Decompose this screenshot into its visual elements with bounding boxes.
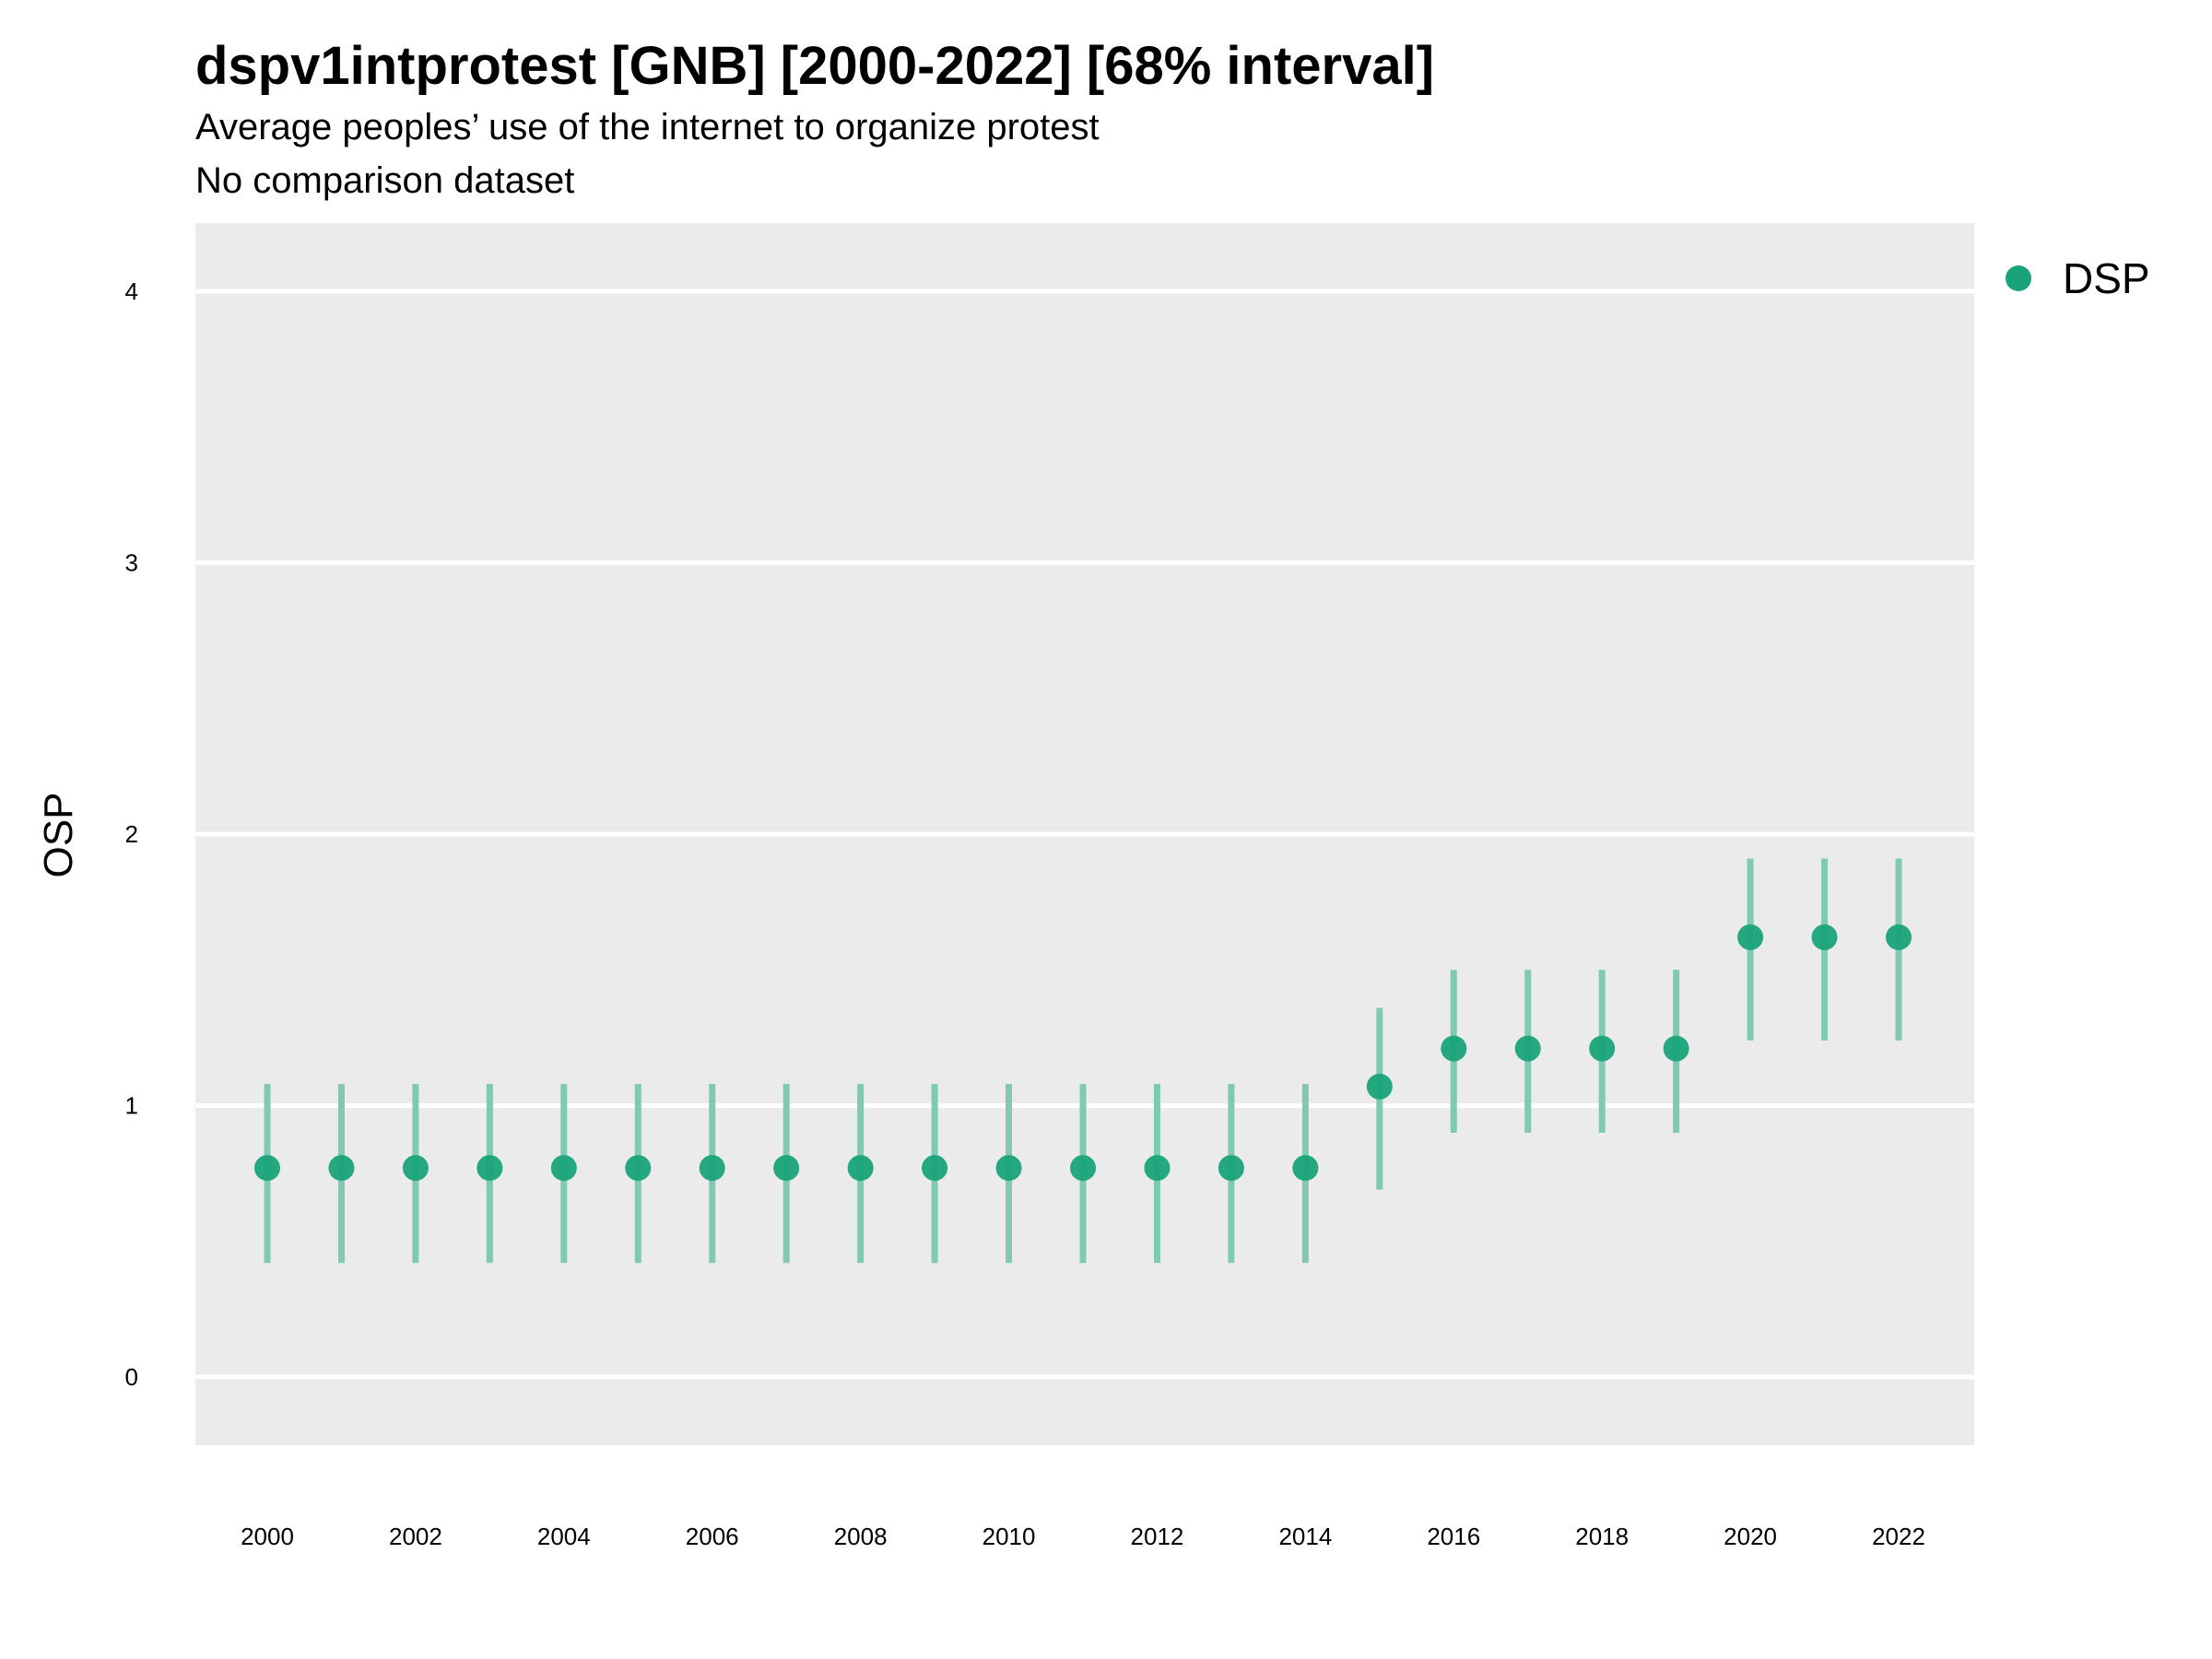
data-point-2022: [1886, 924, 1912, 950]
data-point-2014: [1292, 1155, 1319, 1182]
data-point-2009: [922, 1155, 948, 1182]
data-point-2017: [1514, 1035, 1541, 1062]
y-tick-label-4: 4: [125, 277, 138, 305]
x-tick-label-2000: 2000: [241, 1523, 294, 1550]
data-point-2015: [1366, 1073, 1393, 1100]
y-tick-label-2: 2: [125, 820, 138, 848]
chart-subtitle: Average peoples’ use of the internet to …: [195, 107, 1100, 147]
data-point-2002: [402, 1155, 429, 1182]
data-point-2001: [328, 1155, 355, 1182]
data-point-2010: [995, 1155, 1022, 1182]
x-tick-label-2002: 2002: [389, 1523, 442, 1550]
data-point-2005: [625, 1155, 652, 1182]
x-tick-label-2016: 2016: [1427, 1523, 1480, 1550]
x-tick-label-2004: 2004: [537, 1523, 591, 1550]
y-axis-label: OSP: [36, 793, 81, 878]
x-tick-label-2012: 2012: [1131, 1523, 1184, 1550]
chart-subtitle-secondary: No comparison dataset: [195, 160, 575, 201]
x-tick-label-2020: 2020: [1724, 1523, 1777, 1550]
data-points: [254, 924, 1912, 1182]
x-tick-labels: 2000 2002 2004 2006 2008 2010 2012 2014 2016 2018…: [241, 1523, 1925, 1550]
data-point-2008: [847, 1155, 874, 1182]
data-point-2006: [699, 1155, 725, 1182]
chart-title: dspv1intprotest [GNB] [2000-2022] [68% i…: [195, 36, 1435, 96]
x-tick-label-2010: 2010: [982, 1523, 1036, 1550]
data-point-2011: [1070, 1155, 1096, 1182]
data-point-2013: [1218, 1155, 1244, 1182]
legend-marker-dsp: [2006, 265, 2031, 291]
data-point-2012: [1144, 1155, 1171, 1182]
x-tick-label-2006: 2006: [686, 1523, 739, 1550]
x-tick-label-2014: 2014: [1278, 1523, 1332, 1550]
x-tick-label-2022: 2022: [1872, 1523, 1925, 1550]
data-point-2004: [550, 1155, 577, 1182]
x-tick-label-2008: 2008: [834, 1523, 888, 1550]
data-point-2021: [1811, 924, 1838, 950]
data-point-2016: [1441, 1035, 1467, 1062]
y-tick-label-3: 3: [125, 549, 138, 577]
y-tick-label-0: 0: [125, 1363, 138, 1391]
data-point-2019: [1663, 1035, 1689, 1062]
data-point-2007: [773, 1155, 800, 1182]
legend: DSP: [2006, 254, 2150, 302]
legend-label-dsp: DSP: [2063, 254, 2150, 302]
data-point-2000: [254, 1155, 280, 1182]
y-tick-labels: 0 1 2 3 4: [125, 277, 138, 1391]
data-point-2003: [477, 1155, 503, 1182]
x-tick-label-2018: 2018: [1575, 1523, 1629, 1550]
data-point-2018: [1589, 1035, 1616, 1062]
data-point-2020: [1737, 924, 1764, 950]
y-tick-label-1: 1: [125, 1092, 138, 1120]
